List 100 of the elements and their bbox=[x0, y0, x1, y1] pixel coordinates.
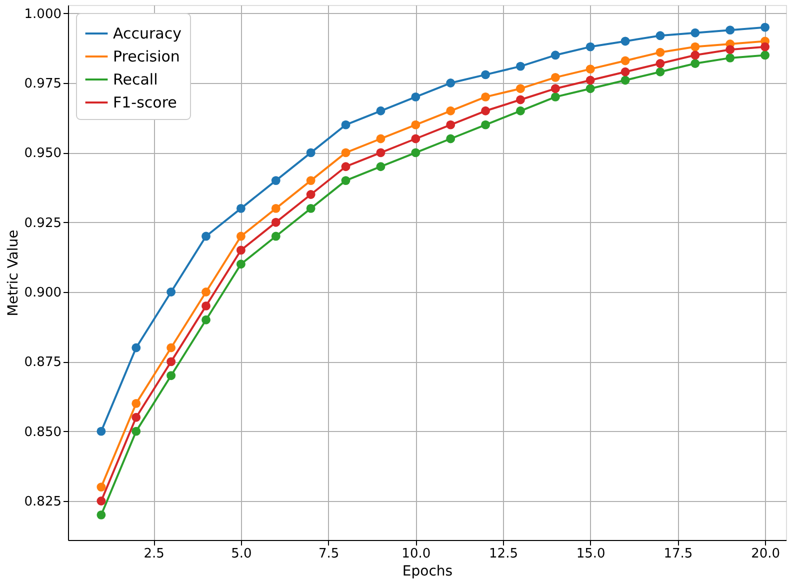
point bbox=[376, 134, 386, 144]
point bbox=[656, 48, 665, 57]
point bbox=[656, 31, 665, 40]
y-tick-label: 0.850 bbox=[24, 424, 62, 440]
point bbox=[236, 232, 246, 241]
point bbox=[166, 343, 176, 352]
point bbox=[132, 412, 141, 422]
point bbox=[132, 399, 141, 408]
point bbox=[202, 315, 210, 324]
point bbox=[96, 482, 106, 492]
point bbox=[306, 204, 316, 213]
x-tick-label: 5.0 bbox=[231, 546, 252, 562]
point bbox=[481, 92, 490, 102]
point bbox=[341, 148, 350, 158]
point bbox=[516, 95, 525, 104]
x-tick-label: 20.0 bbox=[751, 546, 780, 562]
point bbox=[306, 176, 316, 186]
point bbox=[236, 246, 246, 255]
y-tick-label: 1.000 bbox=[24, 6, 62, 22]
legend-label: Accuracy bbox=[113, 24, 182, 42]
point bbox=[132, 343, 141, 352]
point bbox=[760, 50, 770, 60]
point bbox=[271, 204, 280, 213]
y-tick-label: 0.900 bbox=[24, 286, 62, 301]
y-tick-label: 0.950 bbox=[24, 146, 62, 162]
point bbox=[306, 190, 316, 199]
point bbox=[656, 59, 665, 68]
x-tick-label: 15.0 bbox=[576, 546, 606, 562]
point bbox=[760, 22, 770, 32]
point bbox=[690, 50, 700, 60]
point bbox=[690, 28, 700, 38]
point bbox=[411, 134, 420, 144]
point bbox=[166, 288, 176, 296]
point bbox=[166, 371, 176, 380]
point bbox=[481, 120, 490, 130]
point bbox=[550, 72, 560, 82]
x-tick-label: 7.5 bbox=[318, 546, 340, 562]
point bbox=[202, 232, 210, 241]
point bbox=[341, 176, 350, 186]
point bbox=[516, 84, 525, 94]
point bbox=[516, 106, 525, 116]
point bbox=[166, 357, 176, 366]
x-tick-label: 2.5 bbox=[144, 546, 164, 562]
point bbox=[446, 134, 456, 144]
y-tick-label: 0.875 bbox=[24, 355, 62, 370]
point bbox=[550, 84, 560, 94]
point bbox=[690, 42, 700, 52]
point bbox=[620, 76, 630, 85]
point bbox=[586, 84, 595, 94]
point bbox=[586, 64, 595, 74]
point bbox=[376, 148, 386, 158]
point bbox=[726, 53, 735, 62]
y-tick-label: 0.825 bbox=[24, 494, 62, 510]
x-tick-label: 17.5 bbox=[664, 546, 693, 562]
x-tick-label: 12.5 bbox=[489, 546, 518, 562]
point bbox=[271, 218, 280, 227]
point bbox=[446, 78, 456, 88]
point bbox=[446, 120, 456, 130]
point bbox=[236, 260, 246, 269]
point bbox=[620, 56, 630, 66]
point bbox=[96, 426, 106, 436]
point bbox=[411, 148, 420, 158]
legend-label: Recall bbox=[113, 70, 158, 88]
point bbox=[306, 148, 316, 158]
x-tick-label: 10.0 bbox=[402, 546, 431, 562]
point bbox=[620, 67, 630, 76]
point bbox=[656, 67, 665, 76]
point bbox=[446, 106, 456, 116]
point bbox=[411, 120, 420, 130]
point bbox=[726, 45, 735, 54]
point bbox=[341, 162, 350, 172]
point bbox=[236, 204, 246, 213]
point bbox=[341, 120, 350, 130]
y-axis-title: Metric Value bbox=[5, 230, 22, 316]
point bbox=[376, 162, 386, 172]
point bbox=[760, 42, 770, 52]
point bbox=[411, 92, 420, 102]
y-tick-label: 0.975 bbox=[24, 76, 62, 92]
point bbox=[481, 70, 490, 80]
point bbox=[202, 288, 210, 296]
legend-label: Precision bbox=[113, 48, 180, 66]
point bbox=[96, 510, 106, 520]
point bbox=[586, 42, 595, 52]
point bbox=[271, 176, 280, 186]
point bbox=[376, 106, 386, 116]
legend-label: F1-score bbox=[113, 94, 177, 112]
point bbox=[481, 106, 490, 116]
point bbox=[202, 301, 210, 310]
point bbox=[271, 232, 280, 241]
point bbox=[690, 59, 700, 68]
y-tick-label: 0.925 bbox=[24, 216, 62, 231]
point bbox=[516, 62, 525, 71]
point bbox=[96, 496, 106, 506]
x-axis-title: Epochs bbox=[402, 564, 453, 580]
point bbox=[550, 92, 560, 102]
point bbox=[550, 50, 560, 60]
point bbox=[726, 26, 735, 35]
point bbox=[586, 76, 595, 85]
point bbox=[620, 36, 630, 46]
point bbox=[132, 426, 141, 436]
